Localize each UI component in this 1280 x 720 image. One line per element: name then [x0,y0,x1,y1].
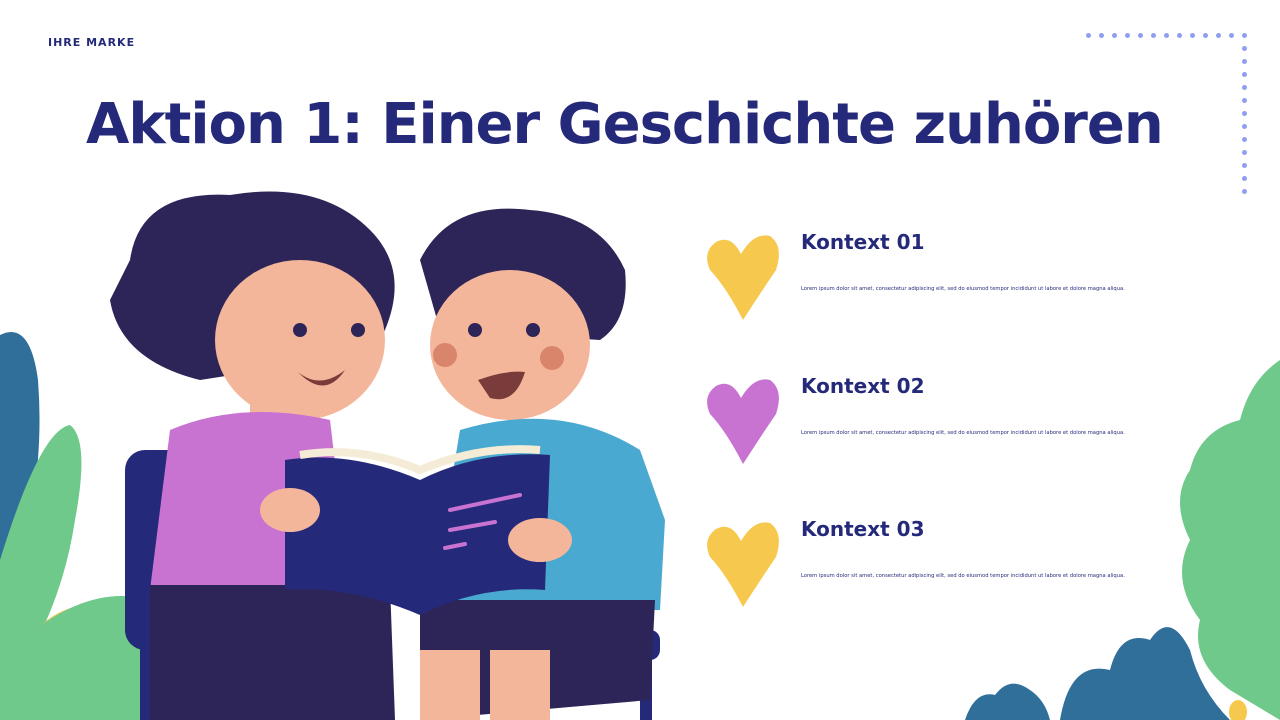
decor-dot [1242,72,1247,77]
boy-face [430,270,590,420]
decor-dot [1242,189,1247,194]
context-text: Lorem ipsum dolor sit amet, consectetur … [801,573,1125,579]
decor-dot [1242,33,1247,38]
decor-dot [1242,46,1247,51]
leaf-left-green2 [0,596,158,720]
context-item: Kontext 03 Lorem ipsum dolor sit amet, c… [706,517,1146,609]
context-item: Kontext 01 Lorem ipsum dolor sit amet, c… [706,230,1146,322]
decor-dot [1112,33,1117,38]
context-title: Kontext 02 [801,374,925,398]
leaf-right-green [1180,360,1280,720]
context-text: Lorem ipsum dolor sit amet, consectetur … [801,430,1125,436]
decor-dot [1138,33,1143,38]
decor-dot [1242,176,1247,181]
decor-dot [1242,98,1247,103]
book [285,454,550,615]
context-item: Kontext 02 Lorem ipsum dolor sit amet, c… [706,374,1146,466]
decor-dot [1242,124,1247,129]
decor-dot [1125,33,1130,38]
decor-dot [1151,33,1156,38]
decor-dot [1242,137,1247,142]
decor-dot [1099,33,1104,38]
context-title: Kontext 01 [801,230,925,254]
context-title: Kontext 03 [801,517,925,541]
brand-label: IHRE MARKE [48,36,136,49]
page-title: Aktion 1: Einer Geschichte zuhören [86,92,1164,157]
context-text: Lorem ipsum dolor sit amet, consectetur … [801,286,1125,292]
leaf-right-blue [1060,627,1230,720]
decor-dot [1229,33,1234,38]
decor-dot [1242,59,1247,64]
decor-dot [1242,163,1247,168]
decor-dot [1177,33,1182,38]
leaf-left-green [0,425,82,700]
decor-dot [1164,33,1169,38]
decor-dot [1242,111,1247,116]
decor-dot [1086,33,1091,38]
leaf-right-blue-small [965,683,1050,720]
decor-dot [1242,150,1247,155]
decor-dot [1190,33,1195,38]
decor-dot [1242,85,1247,90]
decor-dot [1216,33,1221,38]
heart-icon [707,235,779,320]
decor-dot [1203,33,1208,38]
heart-icon [707,522,779,607]
heart-icon [707,379,779,464]
girl-face [215,260,385,420]
girl-pants [150,585,395,720]
